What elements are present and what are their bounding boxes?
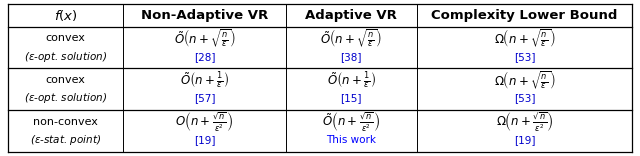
Text: $f(x)$: $f(x)$: [54, 8, 77, 23]
Text: convex: convex: [45, 75, 85, 85]
Text: $\tilde{O}\left(n + \sqrt{\frac{n}{\epsilon}}\right)$: $\tilde{O}\left(n + \sqrt{\frac{n}{\epsi…: [321, 28, 382, 49]
Text: $\Omega\left(n + \sqrt{\frac{n}{\epsilon}}\right)$: $\Omega\left(n + \sqrt{\frac{n}{\epsilon…: [494, 28, 556, 49]
Text: $O\left(n + \frac{\sqrt{n}}{\epsilon^2}\right)$: $O\left(n + \frac{\sqrt{n}}{\epsilon^2}\…: [175, 110, 234, 134]
Text: convex: convex: [45, 34, 85, 44]
Text: $\Omega\left(n + \frac{\sqrt{n}}{\epsilon^2}\right)$: $\Omega\left(n + \frac{\sqrt{n}}{\epsilo…: [496, 110, 554, 134]
Text: $\tilde{O}\left(n + \frac{\sqrt{n}}{\epsilon^2}\right)$: $\tilde{O}\left(n + \frac{\sqrt{n}}{\eps…: [323, 110, 380, 134]
Text: [28]: [28]: [194, 52, 215, 62]
Text: [15]: [15]: [340, 93, 362, 103]
Text: $\tilde{O}\left(n + \frac{1}{\epsilon}\right)$: $\tilde{O}\left(n + \frac{1}{\epsilon}\r…: [326, 70, 376, 90]
Text: [53]: [53]: [514, 93, 535, 103]
Text: [19]: [19]: [194, 135, 215, 145]
Text: [19]: [19]: [514, 135, 535, 145]
Text: Non-Adaptive VR: Non-Adaptive VR: [141, 9, 268, 22]
Text: $\tilde{O}\left(n + \sqrt{\frac{n}{\epsilon}}\right)$: $\tilde{O}\left(n + \sqrt{\frac{n}{\epsi…: [173, 28, 236, 49]
Text: non-convex: non-convex: [33, 117, 98, 127]
Text: $\Omega\left(n + \sqrt{\frac{n}{\epsilon}}\right)$: $\Omega\left(n + \sqrt{\frac{n}{\epsilon…: [494, 69, 556, 91]
Text: ($\epsilon$-opt. solution): ($\epsilon$-opt. solution): [24, 50, 107, 64]
Text: ($\epsilon$-opt. solution): ($\epsilon$-opt. solution): [24, 91, 107, 105]
Text: [53]: [53]: [514, 52, 535, 62]
Text: This work: This work: [326, 135, 376, 145]
Text: Adaptive VR: Adaptive VR: [305, 9, 397, 22]
Text: [57]: [57]: [194, 93, 215, 103]
Text: Complexity Lower Bound: Complexity Lower Bound: [431, 9, 618, 22]
Text: [38]: [38]: [340, 52, 362, 62]
Text: ($\epsilon$-stat. point): ($\epsilon$-stat. point): [30, 133, 101, 147]
Text: $\tilde{O}\left(n + \frac{1}{\epsilon}\right)$: $\tilde{O}\left(n + \frac{1}{\epsilon}\r…: [180, 70, 229, 90]
